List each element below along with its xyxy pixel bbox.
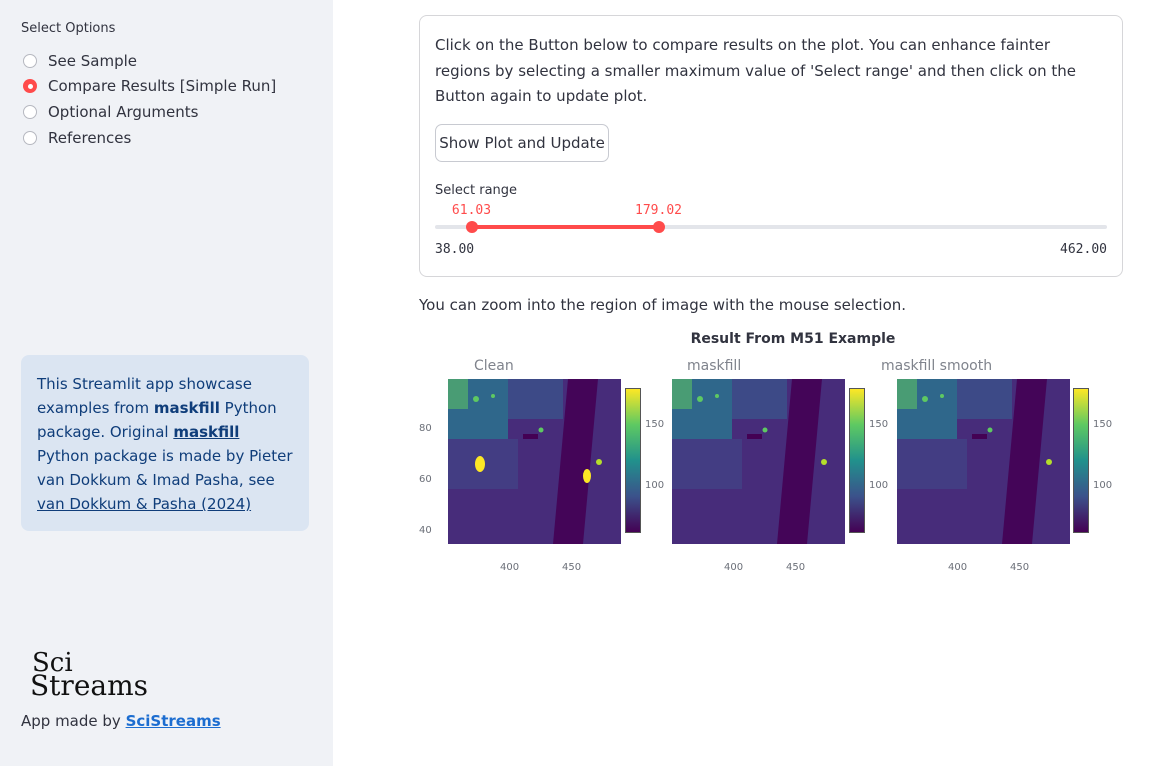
heatmap-clean[interactable] xyxy=(448,379,621,544)
radio-label: References xyxy=(48,128,132,147)
x-tick-label: 450 xyxy=(1010,562,1030,573)
slider-low-value: 61.03 xyxy=(451,203,492,218)
info-text: Python package is made by Pieter van Dok… xyxy=(37,447,293,489)
slider-selected-range xyxy=(471,225,659,229)
logo-line: Sci xyxy=(32,648,73,678)
slider-label: Select range xyxy=(435,183,518,198)
radio-label: Optional Arguments xyxy=(48,102,199,121)
scistreams-logo: Sci Streams xyxy=(30,648,149,702)
colorbar xyxy=(625,388,641,533)
made-by-text: App made by xyxy=(21,712,126,730)
radio-button[interactable] xyxy=(23,104,37,119)
slider-max-label: 462.00 xyxy=(1060,242,1107,257)
colorbar-tick-label: 100 xyxy=(1093,480,1113,491)
colorbar-tick-label: 100 xyxy=(869,480,889,491)
radio-label: Compare Results [Simple Run] xyxy=(48,77,277,96)
y-tick-label: 40 xyxy=(419,525,432,536)
radio-references[interactable]: References xyxy=(21,125,276,151)
radio-button[interactable] xyxy=(23,130,37,145)
panel-title-maskfill: maskfill xyxy=(687,358,742,374)
made-by: App made by SciStreams xyxy=(21,712,221,730)
logo-line: Streams xyxy=(30,669,149,702)
radio-button[interactable] xyxy=(23,53,37,68)
radio-see-sample[interactable]: See Sample xyxy=(21,48,276,74)
controls-card: Click on the Button below to compare res… xyxy=(419,15,1123,277)
info-text: Python package. Original xyxy=(37,399,277,441)
panel-title-maskfill-smooth: maskfill smooth xyxy=(881,358,993,374)
heatmap-maskfill-smooth[interactable] xyxy=(897,379,1070,544)
package-link[interactable]: maskfill xyxy=(173,423,240,441)
y-tick-label: 60 xyxy=(419,474,432,485)
zoom-note: You can zoom into the region of image wi… xyxy=(419,296,907,314)
info-text: This Streamlit app showcase examples fro… xyxy=(37,375,252,417)
slider-track[interactable] xyxy=(435,225,1107,229)
radio-compare-results[interactable]: Compare Results [Simple Run] xyxy=(21,74,276,100)
slider-high-handle[interactable] xyxy=(652,221,665,233)
instructions-text: Click on the Button below to compare res… xyxy=(435,36,1077,106)
colorbar-tick-label: 100 xyxy=(645,480,665,491)
info-box: This Streamlit app showcase examples fro… xyxy=(21,355,309,531)
sidebar: Select Options See Sample Compare Result… xyxy=(0,0,333,766)
colorbar xyxy=(1073,388,1089,533)
colorbar-tick-label: 150 xyxy=(645,419,665,430)
reference-link[interactable]: van Dokkum & Pasha (2024) xyxy=(37,495,252,513)
scistreams-link[interactable]: SciStreams xyxy=(125,712,221,730)
radio-button-selected[interactable] xyxy=(23,79,37,94)
slider-high-value: 179.02 xyxy=(635,203,682,218)
show-plot-button[interactable]: Show Plot and Update xyxy=(435,124,609,162)
y-tick-label: 80 xyxy=(419,423,432,434)
colorbar xyxy=(849,388,865,533)
x-tick-label: 400 xyxy=(500,562,520,573)
x-tick-label: 450 xyxy=(786,562,806,573)
panel-title-clean: Clean xyxy=(474,358,514,374)
x-tick-label: 450 xyxy=(562,562,582,573)
colorbar-tick-label: 150 xyxy=(869,419,889,430)
slider-low-handle[interactable] xyxy=(465,221,478,233)
sidebar-title: Select Options xyxy=(21,21,116,36)
heatmap-maskfill[interactable] xyxy=(672,379,845,544)
radio-label: See Sample xyxy=(48,51,137,70)
options-radio-group: See Sample Compare Results [Simple Run] … xyxy=(21,48,276,150)
x-tick-label: 400 xyxy=(948,562,968,573)
colorbar-tick-label: 150 xyxy=(1093,419,1113,430)
plot-title: Result From M51 Example xyxy=(690,331,896,347)
radio-optional-arguments[interactable]: Optional Arguments xyxy=(21,99,276,125)
x-tick-label: 400 xyxy=(724,562,744,573)
slider-min-label: 38.00 xyxy=(435,242,475,257)
package-name: maskfill xyxy=(153,399,220,417)
